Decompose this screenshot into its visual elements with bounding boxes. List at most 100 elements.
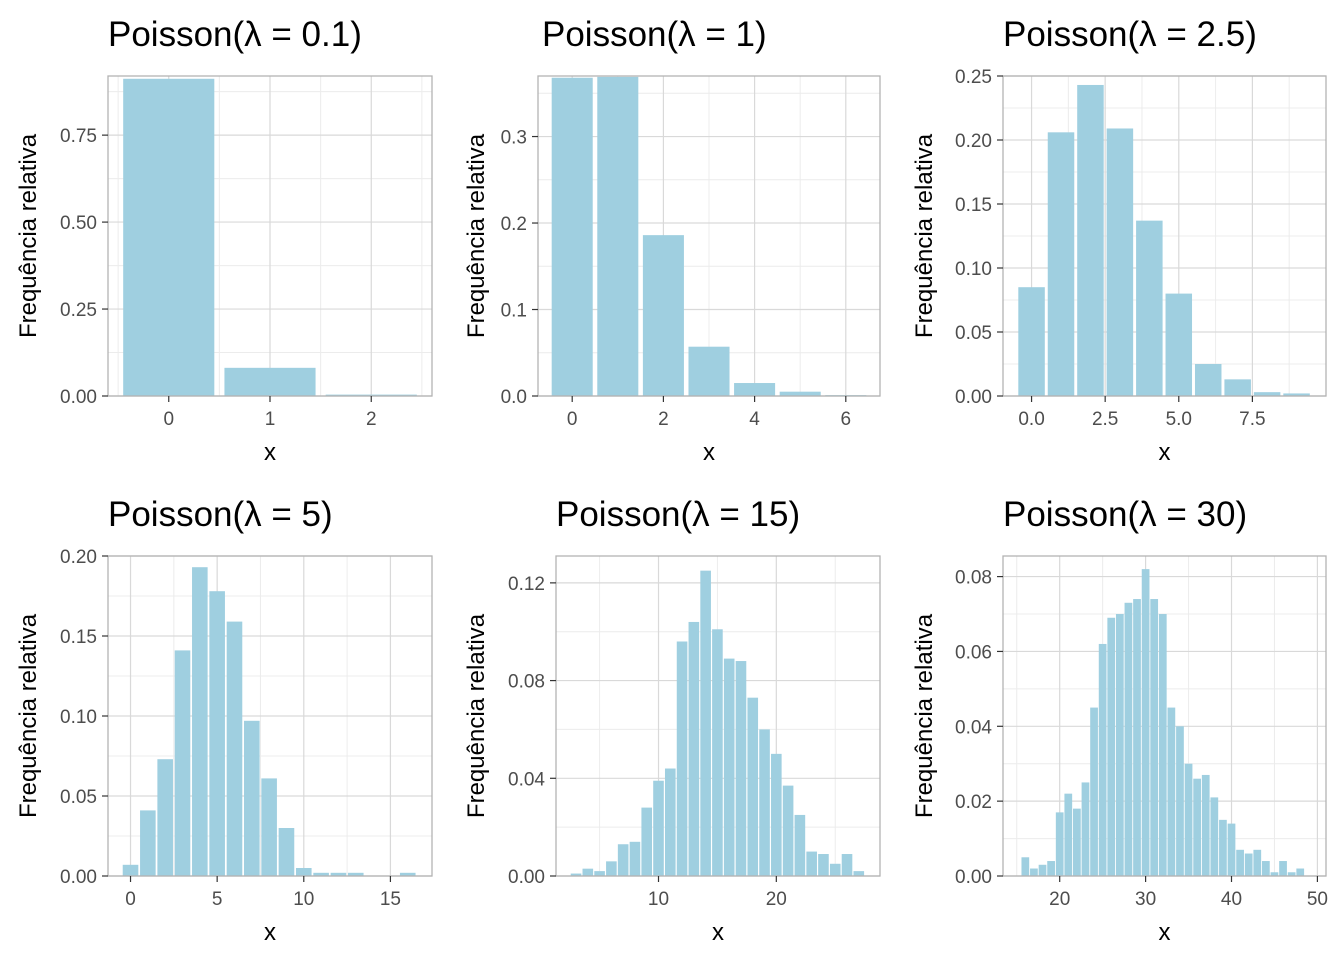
bar: [1077, 84, 1104, 397]
y-tick-label: 0.20: [955, 131, 992, 152]
panel-border: [1002, 75, 1327, 397]
bar: [1210, 797, 1219, 876]
y-axis-title: Frequência relativa: [463, 613, 490, 818]
bar: [347, 872, 364, 876]
bar: [818, 854, 829, 876]
bar: [829, 863, 841, 876]
bar: [642, 235, 684, 396]
y-tick-label: 0.2: [501, 214, 527, 235]
chart-panel-6: 0.00 0.02 0.04 0.06 0.08 20 30 40 50 x Frequência …: [911, 495, 1328, 946]
chart-title: Poisson(λ = 15): [556, 495, 800, 534]
bar: [1141, 569, 1150, 876]
y-tick-label: 0.10: [955, 259, 992, 280]
bar: [1030, 868, 1038, 876]
bar: [597, 76, 639, 396]
y-axis-title: Frequência relativa: [15, 613, 42, 818]
bar: [1283, 393, 1310, 396]
bar: [794, 814, 806, 876]
bar: [1296, 868, 1305, 876]
y-tick-label: 0.00: [955, 867, 992, 888]
bar: [1201, 774, 1210, 876]
bar: [806, 851, 817, 876]
bar: [1227, 823, 1236, 876]
bar: [1124, 602, 1133, 876]
y-tick-label: 0.20: [60, 547, 97, 568]
x-tick-label: 20: [766, 889, 787, 910]
bar: [1047, 132, 1075, 396]
x-tick-label: 10: [648, 889, 669, 910]
y-tick-label: 0.04: [955, 717, 992, 738]
chart-panel-5: 0.00 0.04 0.08 0.12 10 20 x Frequência relativa…: [463, 495, 881, 946]
y-tick-label: 0.10: [60, 707, 97, 728]
bar: [641, 807, 653, 876]
bar: [1165, 293, 1193, 396]
chart-panel-1: 0.00 0.25 0.50 0.75 0 1 2 x Frequência relativa P…: [15, 15, 433, 466]
bar: [664, 768, 676, 876]
y-tick-label: 0.50: [60, 213, 97, 234]
bar: [1253, 849, 1262, 876]
bar: [1287, 872, 1296, 876]
x-tick-label: 6: [841, 409, 852, 430]
bar: [295, 868, 312, 876]
bar: [244, 720, 260, 876]
x-tick-label: 5.0: [1166, 409, 1192, 430]
bar: [157, 759, 173, 876]
x-axis-title: x: [264, 919, 276, 946]
y-axis-title: Frequência relativa: [911, 613, 938, 818]
chart-title: Poisson(λ = 30): [1003, 495, 1247, 534]
bar: [209, 591, 225, 876]
bar: [1224, 379, 1251, 396]
bar: [735, 661, 747, 876]
y-tick-label: 0.0: [501, 387, 527, 408]
bar: [782, 785, 794, 876]
bar: [330, 872, 347, 876]
x-tick-label: 0: [125, 889, 136, 910]
x-tick-label: 0: [567, 409, 578, 430]
y-tick-label: 0.08: [955, 568, 992, 589]
y-tick-label: 0.3: [501, 128, 527, 149]
bar: [617, 844, 629, 876]
bar: [779, 391, 821, 396]
chart-panel-4: 0.00 0.05 0.10 0.15 0.20 0 5 10 15 x Frequência re…: [15, 495, 433, 946]
bar: [551, 77, 593, 396]
bar: [1176, 726, 1184, 876]
bar: [1055, 812, 1064, 876]
bar: [653, 780, 664, 876]
x-axis-title: x: [1159, 439, 1171, 466]
bar: [122, 864, 139, 876]
bar: [1018, 287, 1045, 396]
bar: [226, 621, 243, 876]
bar: [582, 868, 594, 876]
bar: [841, 854, 853, 876]
x-tick-label: 1: [265, 409, 276, 430]
bar: [1219, 819, 1227, 876]
bar: [606, 861, 617, 876]
x-tick-label: 0.0: [1018, 409, 1044, 430]
x-tick-label: 10: [293, 889, 314, 910]
bar: [1194, 364, 1222, 396]
chart-panel-2: 0.0 0.1 0.2 0.3 0 2 4 6 x Frequência relativa Pois…: [463, 15, 881, 466]
bar: [1047, 861, 1055, 876]
bar: [1184, 763, 1193, 876]
x-tick-label: 50: [1307, 889, 1328, 910]
bar: [1073, 808, 1081, 876]
bar: [700, 570, 711, 876]
bar: [325, 394, 417, 396]
bar: [747, 697, 759, 876]
y-tick-label: 0.02: [955, 792, 992, 813]
bar: [1038, 864, 1047, 876]
y-tick-label: 0.00: [60, 387, 97, 408]
x-axis-title: x: [712, 919, 724, 946]
y-tick-label: 0.00: [508, 867, 545, 888]
bar: [759, 729, 770, 876]
x-tick-label: 2.5: [1092, 409, 1118, 430]
y-tick-label: 0.25: [955, 67, 992, 88]
y-tick-label: 0.15: [955, 195, 992, 216]
x-tick-label: 30: [1135, 889, 1156, 910]
x-tick-label: 5: [212, 889, 223, 910]
bar: [1090, 707, 1098, 876]
chart-title: Poisson(λ = 5): [108, 495, 333, 534]
y-tick-label: 0.75: [60, 126, 97, 147]
x-tick-label: 0: [163, 409, 174, 430]
